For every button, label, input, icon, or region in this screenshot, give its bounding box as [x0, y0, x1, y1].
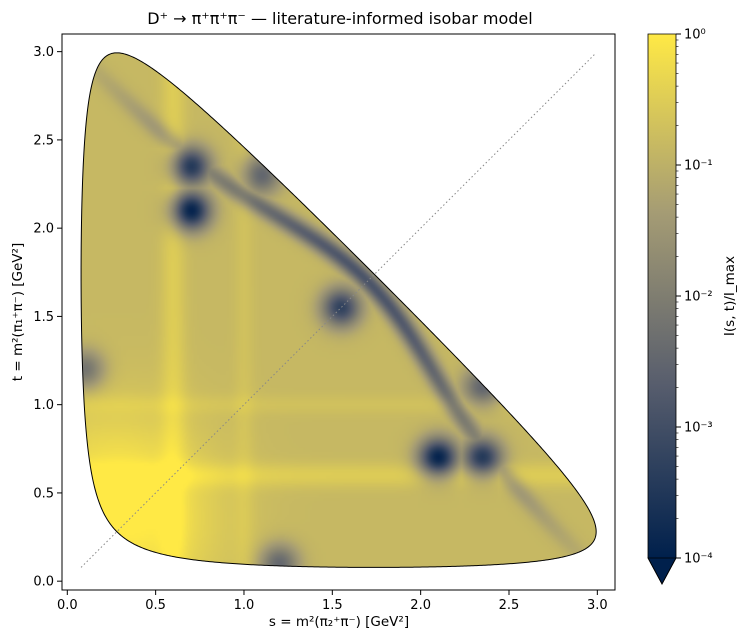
colorbar-ticks: 10⁻⁴ 10⁻³ 10⁻² 10⁻¹ 10⁰: [676, 28, 713, 567]
chart-title: D⁺ → π⁺π⁺π⁻ — literature-informed isobar…: [147, 9, 532, 28]
y-tick-label: 1.0: [33, 398, 54, 413]
y-tick-label: 0.5: [33, 486, 54, 501]
x-tick-label: 1.5: [322, 598, 343, 613]
x-axis: 0.0 0.5 1.0 1.5 2.0 2.5 3.0: [57, 590, 608, 613]
colorbar-tick-label: 10⁻²: [684, 290, 713, 305]
colorbar-tick-label: 10⁻¹: [684, 159, 713, 174]
colorbar-tick-label: 10⁰: [684, 28, 706, 43]
diagonal-reference-line: [80, 53, 596, 568]
colorbar-extend-triangle: [647, 557, 677, 585]
x-tick-label: 3.0: [587, 598, 608, 613]
x-tick-label: 0.0: [57, 598, 78, 613]
y-tick-label: 2.5: [33, 133, 54, 148]
x-tick-label: 2.0: [410, 598, 431, 613]
x-tick-label: 2.5: [499, 598, 520, 613]
y-tick-label: 3.0: [33, 45, 54, 60]
x-tick-label: 0.5: [145, 598, 166, 613]
y-tick-label: 2.0: [33, 222, 54, 237]
y-axis: 0.0 0.5 1.0 1.5 2.0 2.5 3.0: [33, 45, 62, 590]
y-tick-label: 0.0: [33, 575, 54, 590]
y-tick-label: 1.5: [33, 310, 54, 325]
colorbar-tick-label: 10⁻³: [684, 421, 713, 436]
x-tick-label: 1.0: [234, 598, 255, 613]
colorbar-label: I(s, t)/I_max: [722, 256, 738, 336]
y-axis-label: t = m²(π₁⁺π⁻) [GeV²]: [10, 243, 26, 381]
plot-frame: [61, 33, 616, 591]
plot-area: [61, 33, 616, 591]
colorbar-gradient: [648, 34, 676, 558]
colorbar: 10⁻⁴ 10⁻³ 10⁻² 10⁻¹ 10⁰ I(s, t)/I_max: [647, 28, 738, 585]
dalitz-boundary: [80, 52, 597, 568]
colorbar-frame: [647, 33, 677, 585]
x-axis-label: s = m²(π₂⁺π⁻) [GeV²]: [269, 614, 409, 630]
colorbar-tick-label: 10⁻⁴: [684, 552, 713, 567]
